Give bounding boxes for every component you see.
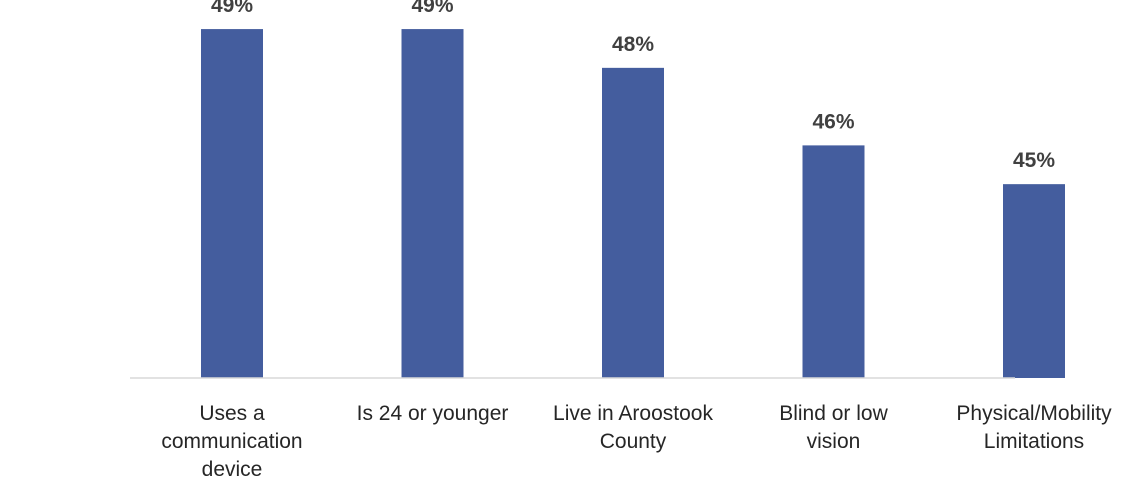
bar-1 bbox=[401, 29, 464, 378]
category-label-line: Limitations bbox=[984, 430, 1084, 453]
bar-2 bbox=[602, 67, 664, 378]
data-label-2: 48% bbox=[612, 33, 654, 56]
category-label-line: device bbox=[202, 458, 263, 481]
data-label-3: 46% bbox=[812, 110, 854, 133]
data-labels-group: 49% 49% 48% 46% 45% bbox=[211, 0, 1055, 172]
bars-group bbox=[201, 29, 1065, 378]
category-label-4: Physical/Mobility Limitations bbox=[956, 402, 1112, 453]
category-label-3: Blind or low vision bbox=[779, 402, 888, 453]
category-labels-group: Uses a communication device Is 24 or younge… bbox=[161, 402, 1112, 481]
category-label-line: Blind or low bbox=[779, 402, 888, 425]
category-label-line: Is 24 or younger bbox=[357, 402, 509, 425]
category-label-1: Is 24 or younger bbox=[357, 402, 509, 425]
category-label-0: Uses a communication device bbox=[161, 402, 302, 481]
data-label-1: 49% bbox=[411, 0, 453, 17]
category-label-line: County bbox=[600, 430, 667, 453]
bar-4 bbox=[1003, 184, 1065, 378]
category-label-line: communication bbox=[161, 430, 302, 453]
category-label-2: Live in Aroostook County bbox=[553, 402, 713, 453]
bar-0 bbox=[201, 29, 263, 378]
category-label-line: Uses a bbox=[199, 402, 265, 425]
bar-3 bbox=[802, 145, 865, 378]
category-label-line: Live in Aroostook bbox=[553, 402, 713, 425]
category-label-line: vision bbox=[807, 430, 861, 453]
data-label-4: 45% bbox=[1013, 149, 1055, 172]
data-label-0: 49% bbox=[211, 0, 253, 17]
category-label-line: Physical/Mobility bbox=[956, 402, 1112, 425]
